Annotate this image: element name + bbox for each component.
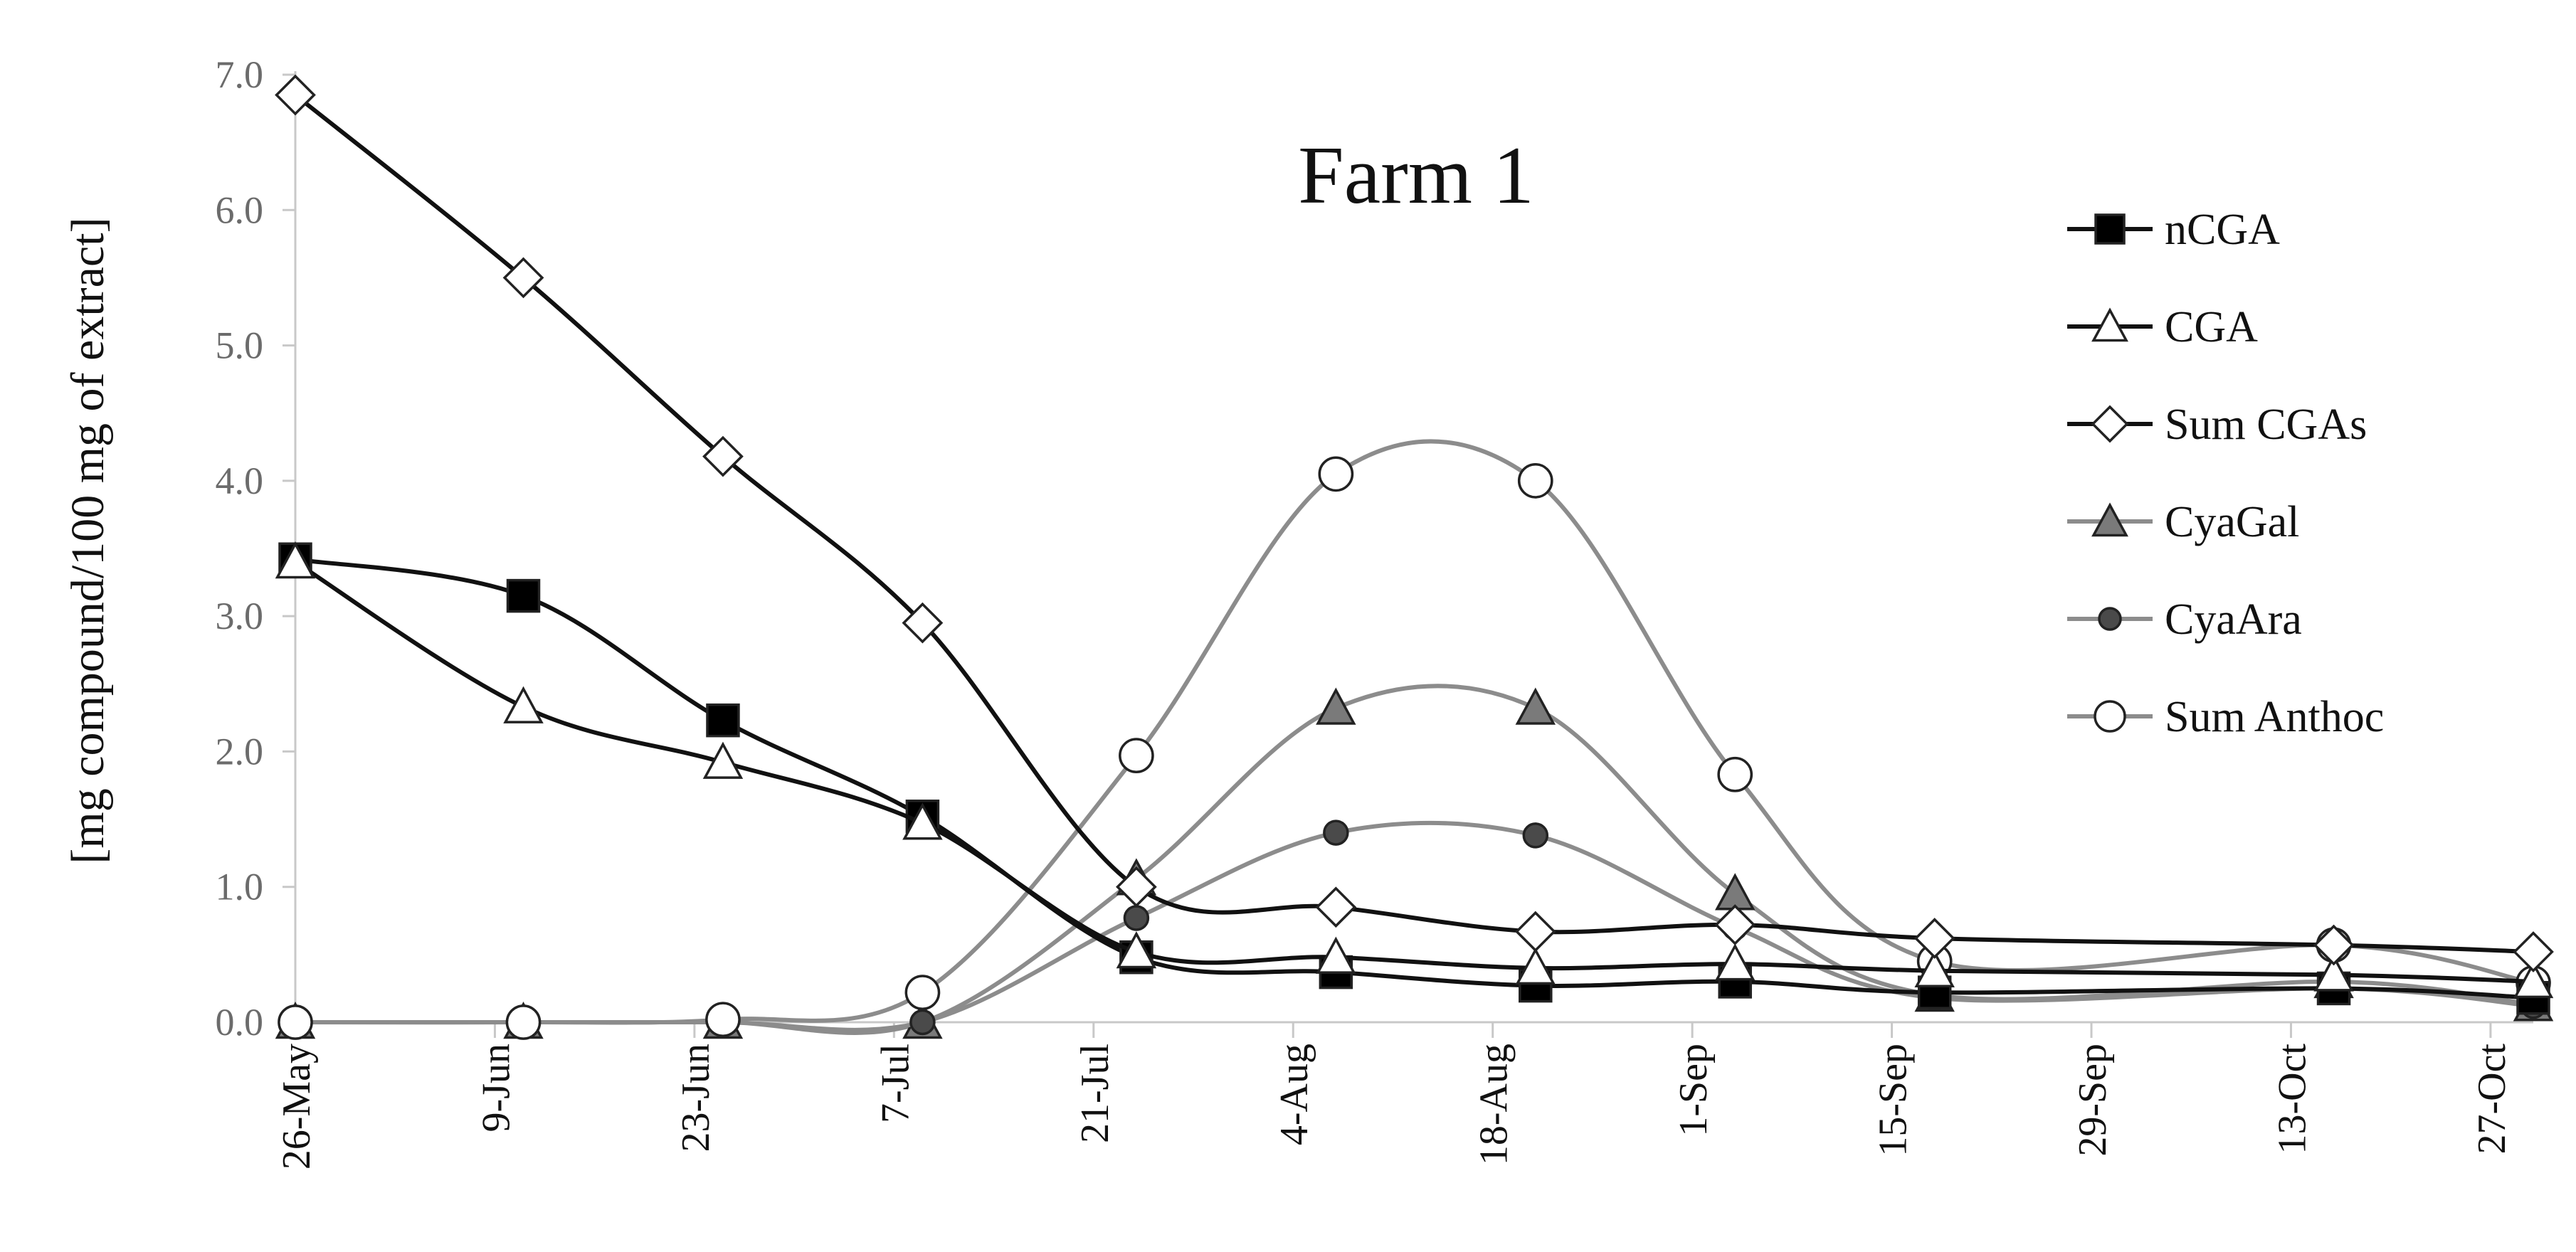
series-cyaara bbox=[282, 819, 2547, 1036]
x-tick-label: 4-Aug bbox=[1272, 1044, 1316, 1145]
y-tick-label: 2.0 bbox=[216, 730, 264, 773]
data-point bbox=[1914, 950, 1955, 987]
plot-area bbox=[275, 74, 2554, 1040]
data-point bbox=[706, 703, 740, 738]
x-tick-label: 15-Sep bbox=[1872, 1044, 1916, 1157]
series-line bbox=[294, 93, 2534, 955]
data-point bbox=[1116, 866, 1157, 908]
data-point bbox=[275, 74, 316, 116]
legend-label: nCGA bbox=[2165, 206, 2280, 254]
x-tick-label: 23-Jun bbox=[674, 1044, 718, 1152]
legend-label: Sum CGAs bbox=[2165, 400, 2367, 449]
y-tick-label: 6.0 bbox=[216, 189, 264, 231]
x-tick-label: 27-Oct bbox=[2470, 1044, 2514, 1155]
legend-label: CyaAra bbox=[2165, 595, 2302, 644]
x-axis: 26-May 9-Jun 23-Jun 7-Jul 21-Jul 4-Aug 18-Aug 1… bbox=[275, 1021, 2533, 1169]
x-tick-label: 29-Sep bbox=[2071, 1044, 2115, 1157]
data-point bbox=[702, 741, 744, 779]
legend-marker bbox=[2091, 307, 2128, 342]
data-point bbox=[503, 686, 544, 723]
data-point bbox=[1323, 819, 1349, 846]
data-point bbox=[1316, 687, 1356, 725]
legend-marker bbox=[2091, 502, 2128, 537]
data-point bbox=[1714, 873, 1756, 911]
y-tick-label: 3.0 bbox=[216, 595, 264, 637]
data-point bbox=[1717, 756, 1753, 792]
data-point bbox=[1123, 905, 1150, 931]
data-point bbox=[705, 1002, 741, 1038]
x-tick-label: 1-Sep bbox=[1672, 1044, 1716, 1137]
data-point bbox=[278, 1004, 313, 1040]
data-point bbox=[2513, 931, 2554, 972]
data-point bbox=[1515, 947, 1556, 985]
y-tick-label: 7.0 bbox=[216, 53, 264, 96]
data-point bbox=[1714, 904, 1756, 945]
data-point bbox=[1913, 918, 1955, 959]
data-point bbox=[1522, 822, 1549, 849]
x-tick-label: 18-Aug bbox=[1472, 1044, 1516, 1165]
legend-item: CGA bbox=[2067, 303, 2258, 351]
legend-marker bbox=[2094, 700, 2126, 733]
data-point bbox=[1119, 738, 1154, 773]
legend-item: Sum CGAs bbox=[2067, 400, 2367, 449]
data-point bbox=[1315, 886, 1357, 928]
data-point bbox=[909, 1009, 936, 1036]
data-point bbox=[1318, 456, 1354, 492]
y-tick-label: 0.0 bbox=[216, 1001, 264, 1044]
data-point bbox=[502, 257, 544, 299]
legend-label: Sum Anthoc bbox=[2165, 693, 2384, 741]
y-tick-label: 4.0 bbox=[216, 460, 264, 502]
data-point bbox=[275, 541, 316, 579]
data-point bbox=[904, 975, 941, 1010]
x-tick-label: 9-Jun bbox=[474, 1044, 518, 1132]
legend-item: CyaAra bbox=[2067, 595, 2302, 644]
data-point bbox=[902, 602, 944, 644]
data-point bbox=[1517, 463, 1553, 499]
x-tick-label: 26-May bbox=[275, 1044, 319, 1169]
data-point bbox=[505, 1004, 542, 1040]
data-point bbox=[1316, 936, 1356, 974]
data-point bbox=[1714, 943, 1756, 981]
series-sum-cgas bbox=[275, 74, 2554, 972]
y-tick-label: 1.0 bbox=[216, 866, 264, 908]
data-point bbox=[1515, 687, 1556, 725]
data-point bbox=[1116, 931, 1157, 969]
legend-marker bbox=[2094, 213, 2126, 245]
legend-item: Sum Anthoc bbox=[2067, 693, 2384, 741]
legend-label: CyaGal bbox=[2165, 498, 2299, 546]
legend: nCGA CGA Sum CGAs CyaGal CyaAra Sum Anthoc bbox=[2067, 206, 2384, 741]
data-point bbox=[506, 578, 541, 613]
legend-marker bbox=[2098, 607, 2122, 631]
y-axis-label: [mg compound/100 mg of extract] bbox=[62, 217, 114, 864]
series-line bbox=[295, 820, 2534, 1032]
chart-title: Farm 1 bbox=[1298, 130, 1534, 221]
legend-item: CyaGal bbox=[2067, 498, 2299, 546]
data-point bbox=[2313, 954, 2354, 992]
y-axis: 0.0 1.0 2.0 3.0 4.0 5.0 6.0 7.0 bbox=[216, 53, 297, 1044]
x-tick-label: 13-Oct bbox=[2270, 1044, 2314, 1155]
data-point bbox=[2313, 924, 2355, 966]
legend-marker bbox=[2091, 405, 2129, 443]
x-tick-label: 21-Jul bbox=[1073, 1044, 1117, 1143]
data-point bbox=[902, 802, 943, 840]
data-point bbox=[1514, 911, 1556, 953]
series-cga bbox=[275, 541, 2554, 999]
data-point bbox=[2513, 960, 2554, 999]
x-tick-label: 7-Jul bbox=[873, 1044, 917, 1123]
legend-label: CGA bbox=[2165, 303, 2258, 351]
data-point bbox=[702, 435, 744, 477]
y-tick-label: 5.0 bbox=[216, 324, 264, 367]
legend-item: nCGA bbox=[2067, 206, 2280, 254]
